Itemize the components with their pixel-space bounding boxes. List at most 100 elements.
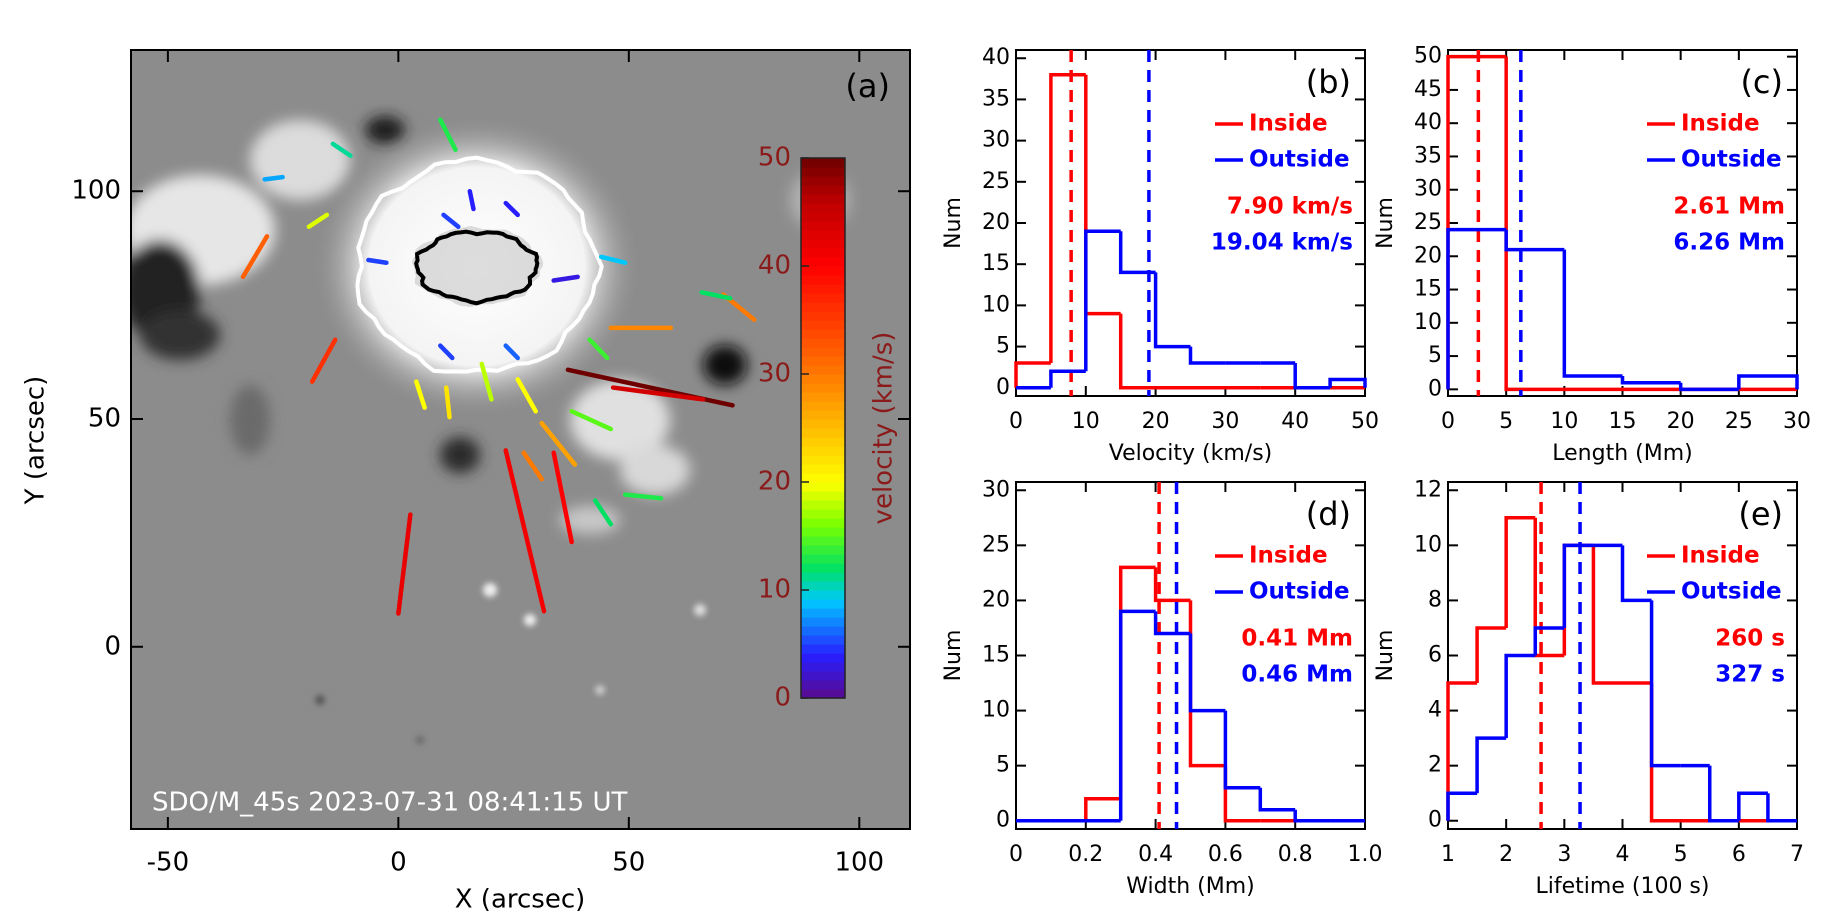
- colorbar-swatch: [801, 527, 845, 537]
- colorbar-swatch: [801, 491, 845, 501]
- sunspot: [310, 114, 643, 419]
- histogram-bin: [1475, 736, 1507, 794]
- x-tick-label: 2: [1499, 842, 1513, 867]
- colorbar-swatch: [801, 302, 845, 312]
- x-tick-label: 0.2: [1068, 842, 1103, 867]
- colorbar-swatch: [801, 374, 845, 384]
- colorbar-swatch: [801, 482, 845, 492]
- y-tick-label: 15: [982, 643, 1010, 668]
- colorbar-tick-label: 20: [758, 467, 791, 497]
- jet: [551, 450, 574, 545]
- x-tick-label: 25: [1725, 409, 1753, 434]
- x-tick-label: 0: [1009, 842, 1023, 867]
- legend-label: Inside: [1681, 111, 1760, 137]
- histogram-bin: [1591, 545, 1623, 685]
- histogram-bin: [1504, 516, 1536, 628]
- x-axis-label: Length (Mm): [1552, 441, 1692, 466]
- y-axis-label: Y (arcsec): [21, 376, 51, 506]
- colorbar-swatch: [801, 257, 845, 267]
- y-axis-label: Num: [941, 197, 966, 249]
- colorbar-swatch: [801, 653, 845, 663]
- colorbar-swatch: [801, 410, 845, 420]
- colorbar-swatch: [801, 446, 845, 456]
- histogram-bin: [1153, 567, 1191, 603]
- y-tick-label: 10: [1414, 532, 1442, 557]
- panel-label: (a): [845, 67, 890, 105]
- histogram-bin: [1562, 543, 1594, 656]
- jet: [479, 361, 494, 402]
- x-tick-label: 30: [1211, 409, 1239, 434]
- panel-label: (b): [1306, 63, 1351, 101]
- colorbar-swatch: [801, 185, 845, 195]
- y-tick-label: 0: [1428, 808, 1442, 833]
- histogram-bin: [1446, 227, 1507, 390]
- jet: [330, 141, 353, 158]
- histogram-bin: [1446, 681, 1478, 821]
- colorbar-swatch: [801, 644, 845, 654]
- x-tick-label: 0.6: [1208, 842, 1243, 867]
- x-tick-label: 20: [1142, 409, 1170, 434]
- histogram-bin: [1084, 229, 1121, 372]
- histogram-bin: [1153, 611, 1191, 636]
- colorbar-tick-label: 10: [758, 575, 791, 605]
- jet: [306, 212, 330, 230]
- y-tick-label: 100: [71, 176, 121, 206]
- y-tick-label: 12: [1414, 477, 1442, 502]
- colorbar-swatch: [801, 662, 845, 672]
- y-tick-label: 25: [1414, 210, 1442, 235]
- colorbar-swatch: [801, 473, 845, 483]
- y-axis-label: Num: [941, 630, 966, 682]
- colorbar-swatch: [801, 392, 845, 402]
- mean-label: 327 s: [1715, 662, 1785, 688]
- histogram-bin: [1049, 369, 1086, 388]
- y-tick-label: 6: [1428, 643, 1442, 668]
- y-tick-label: 25: [982, 532, 1010, 557]
- histogram-bin: [1504, 653, 1536, 739]
- jet: [521, 450, 544, 482]
- histogram-bin: [1188, 633, 1226, 713]
- annotation: SDO/M_45s 2023-07-31 08:41:15 UT: [152, 788, 628, 818]
- colorbar-swatch: [801, 356, 845, 366]
- histogram-bin: [1678, 382, 1739, 392]
- y-tick-label: 5: [996, 334, 1010, 359]
- x-tick-label: 10: [1072, 409, 1100, 434]
- legend-label: Inside: [1681, 543, 1760, 569]
- legend-label: Inside: [1249, 543, 1328, 569]
- jet: [262, 174, 285, 182]
- jet: [503, 200, 520, 218]
- histogram-bin: [1504, 229, 1565, 252]
- legend-label: Outside: [1681, 147, 1782, 173]
- histogram-bin: [1293, 809, 1331, 823]
- y-tick-label: 0: [996, 375, 1010, 400]
- jet: [610, 385, 706, 402]
- mean-label: 260 s: [1715, 626, 1785, 652]
- y-tick-label: 15: [1414, 277, 1442, 302]
- histogram-bin: [1223, 710, 1261, 790]
- histogram-bin: [1153, 272, 1191, 349]
- y-tick-label: 10: [1414, 310, 1442, 335]
- y-tick-label: 30: [982, 128, 1010, 153]
- x-tick-label: 5: [1674, 842, 1688, 867]
- jet: [366, 257, 389, 265]
- colorbar-swatch: [801, 293, 845, 303]
- colorbar-swatch: [801, 500, 845, 510]
- y-axis-label: Num: [1373, 630, 1398, 682]
- x-tick-label: 6: [1732, 842, 1746, 867]
- colorbar-swatch: [801, 365, 845, 375]
- legend-label: Inside: [1249, 111, 1328, 137]
- x-tick-label: 1: [1441, 842, 1455, 867]
- mean-label: 19.04 km/s: [1211, 230, 1353, 256]
- histogram-bin: [1620, 376, 1681, 385]
- colorbar-swatch: [801, 518, 845, 528]
- colorbar-swatch: [801, 563, 845, 573]
- jet: [587, 337, 610, 361]
- legend-label: Outside: [1249, 579, 1350, 605]
- histogram-bin: [1504, 56, 1565, 392]
- colorbar-swatch: [801, 572, 845, 582]
- colorbar-tick-label: 0: [774, 683, 791, 713]
- colorbar-swatch: [801, 167, 845, 177]
- y-tick-label: 35: [982, 86, 1010, 111]
- y-tick-label: 8: [1428, 587, 1442, 612]
- histogram-bin: [1562, 249, 1623, 378]
- colorbar-swatch: [801, 338, 845, 348]
